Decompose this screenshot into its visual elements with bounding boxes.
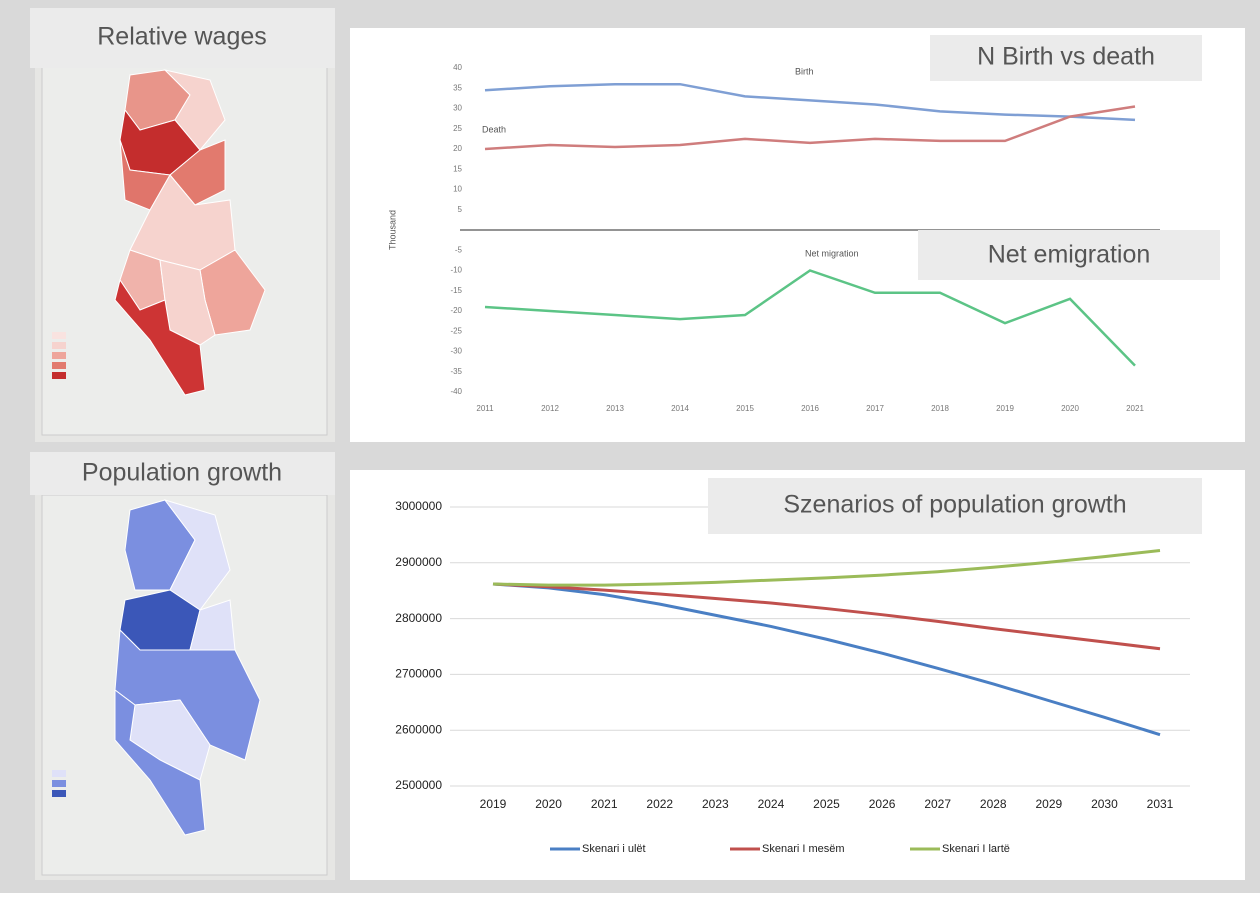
x-tick-label: 2018: [931, 404, 949, 413]
y-tick-label: 2700000: [395, 667, 442, 681]
x-tick-label: 2021: [591, 797, 618, 811]
map-regions: [114, 69, 266, 396]
y-tick-label: 2900000: [395, 555, 442, 569]
y-tick-label: 35: [453, 83, 462, 92]
series-line: [484, 82, 1136, 122]
y-tick-label: 30: [453, 104, 462, 113]
map-regions: [114, 499, 261, 836]
x-tick-label: 2027: [924, 797, 951, 811]
y-tick-label: 10: [453, 185, 462, 194]
label-box: [930, 35, 1202, 81]
x-tick-label: 2021: [1126, 404, 1144, 413]
label-box: [708, 478, 1202, 534]
x-tick-label: 2013: [606, 404, 624, 413]
y-tick-label: -40: [450, 387, 462, 396]
x-tick-label: 2011: [476, 404, 494, 413]
y-tick-label: -30: [450, 347, 462, 356]
y-tick-label: -5: [455, 245, 463, 254]
x-tick-label: 2026: [869, 797, 896, 811]
series-line: [484, 269, 1136, 367]
label-box: [30, 8, 335, 68]
legend-label: Skenari i ulët: [582, 843, 646, 855]
x-tick-label: 2016: [801, 404, 819, 413]
x-tick-label: 2014: [671, 404, 689, 413]
x-tick-label: 2031: [1147, 797, 1174, 811]
x-tick-label: 2028: [980, 797, 1007, 811]
label-box: [918, 230, 1220, 280]
y-tick-label: -15: [450, 286, 462, 295]
series-line: [492, 549, 1161, 587]
y-tick-label: -20: [450, 306, 462, 315]
y-tick-label: 20: [453, 144, 462, 153]
chart-panel: [350, 470, 1245, 880]
chart-subtitle: Net emigration: [988, 241, 1151, 269]
y-tick-label: 2800000: [395, 611, 442, 625]
series-line: [484, 105, 1136, 151]
y-tick-label: -25: [450, 326, 462, 335]
map-legend: [52, 332, 66, 379]
y-tick-label: 25: [453, 124, 462, 133]
x-tick-label: 2022: [646, 797, 673, 811]
x-tick-label: 2029: [1035, 797, 1062, 811]
y-tick-label: 2500000: [395, 778, 442, 792]
x-tick-label: 2030: [1091, 797, 1118, 811]
y-tick-label: 5: [458, 205, 463, 214]
y-tick-label: 15: [453, 164, 462, 173]
map-title: Population growth: [82, 459, 282, 487]
series-annotation: Net migration: [805, 248, 859, 258]
y-tick-label: 3000000: [395, 499, 442, 513]
label-box: [30, 452, 335, 495]
x-tick-label: 2019: [480, 797, 507, 811]
legend-label: Skenari I lartë: [942, 843, 1010, 855]
x-tick-label: 2020: [535, 797, 562, 811]
chart-layer: 403530252015105-5-10-15-20-25-30-35-40Th…: [387, 63, 1190, 855]
x-tick-label: 2024: [758, 797, 785, 811]
x-tick-label: 2012: [541, 404, 559, 413]
y-axis-label: Thousand: [387, 210, 397, 250]
x-tick-label: 2025: [813, 797, 840, 811]
y-tick-label: -10: [450, 266, 462, 275]
y-tick-label: 40: [453, 63, 462, 72]
x-tick-label: 2015: [736, 404, 754, 413]
map-title: Relative wages: [97, 23, 267, 51]
x-tick-label: 2019: [996, 404, 1014, 413]
series-line: [492, 582, 1161, 651]
chart-title: N Birth vs death: [977, 43, 1155, 71]
map-legend: [52, 770, 66, 797]
x-tick-label: 2020: [1061, 404, 1079, 413]
series-annotation: Death: [482, 124, 506, 134]
legend-label: Skenari I mesëm: [762, 843, 845, 855]
y-tick-label: -35: [450, 367, 462, 376]
series-annotation: Birth: [795, 66, 814, 76]
series-line: [492, 582, 1161, 737]
chart-title: Szenarios of population growth: [783, 491, 1126, 519]
x-tick-label: 2017: [866, 404, 884, 413]
y-tick-label: 2600000: [395, 722, 442, 736]
x-tick-label: 2023: [702, 797, 729, 811]
